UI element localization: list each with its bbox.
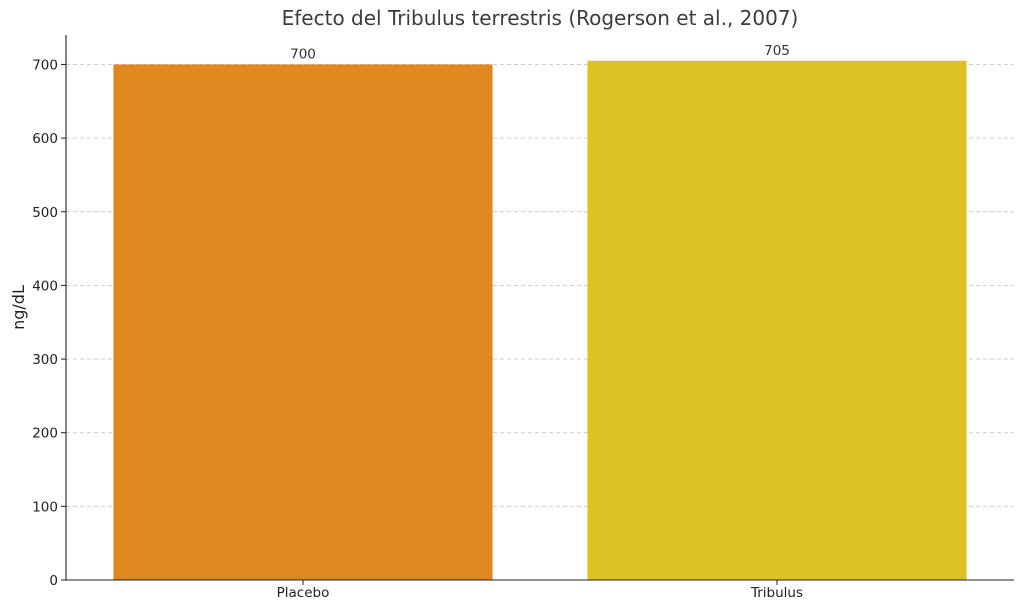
y-tick-label: 100 xyxy=(32,499,58,515)
bars-layer xyxy=(113,60,967,580)
y-axis-label: ng/dL xyxy=(9,285,28,330)
y-tick-label: 400 xyxy=(32,278,58,294)
data-label-tribulus: 705 xyxy=(764,43,790,59)
bar-tribulus xyxy=(587,60,967,580)
x-tick-label: Placebo xyxy=(277,585,330,601)
x-ticks: Placebo Tribulus xyxy=(277,580,803,601)
axes-layer xyxy=(65,35,1014,581)
bar-placebo xyxy=(113,64,493,580)
data-labels: 700 705 xyxy=(290,43,790,63)
y-tick-label: 200 xyxy=(32,426,58,442)
y-tick-label: 600 xyxy=(32,131,58,147)
x-tick-label: Tribulus xyxy=(750,585,803,601)
y-tick-label: 0 xyxy=(49,573,58,589)
y-tick-label: 500 xyxy=(32,205,58,221)
data-label-placebo: 700 xyxy=(290,46,316,62)
y-tick-label: 300 xyxy=(32,352,58,368)
chart-title: Efecto del Tribulus terrestris (Rogerson… xyxy=(282,6,799,30)
y-ticks: 0 100 200 300 400 500 600 700 xyxy=(32,57,66,589)
y-tick-label: 700 xyxy=(32,57,58,73)
